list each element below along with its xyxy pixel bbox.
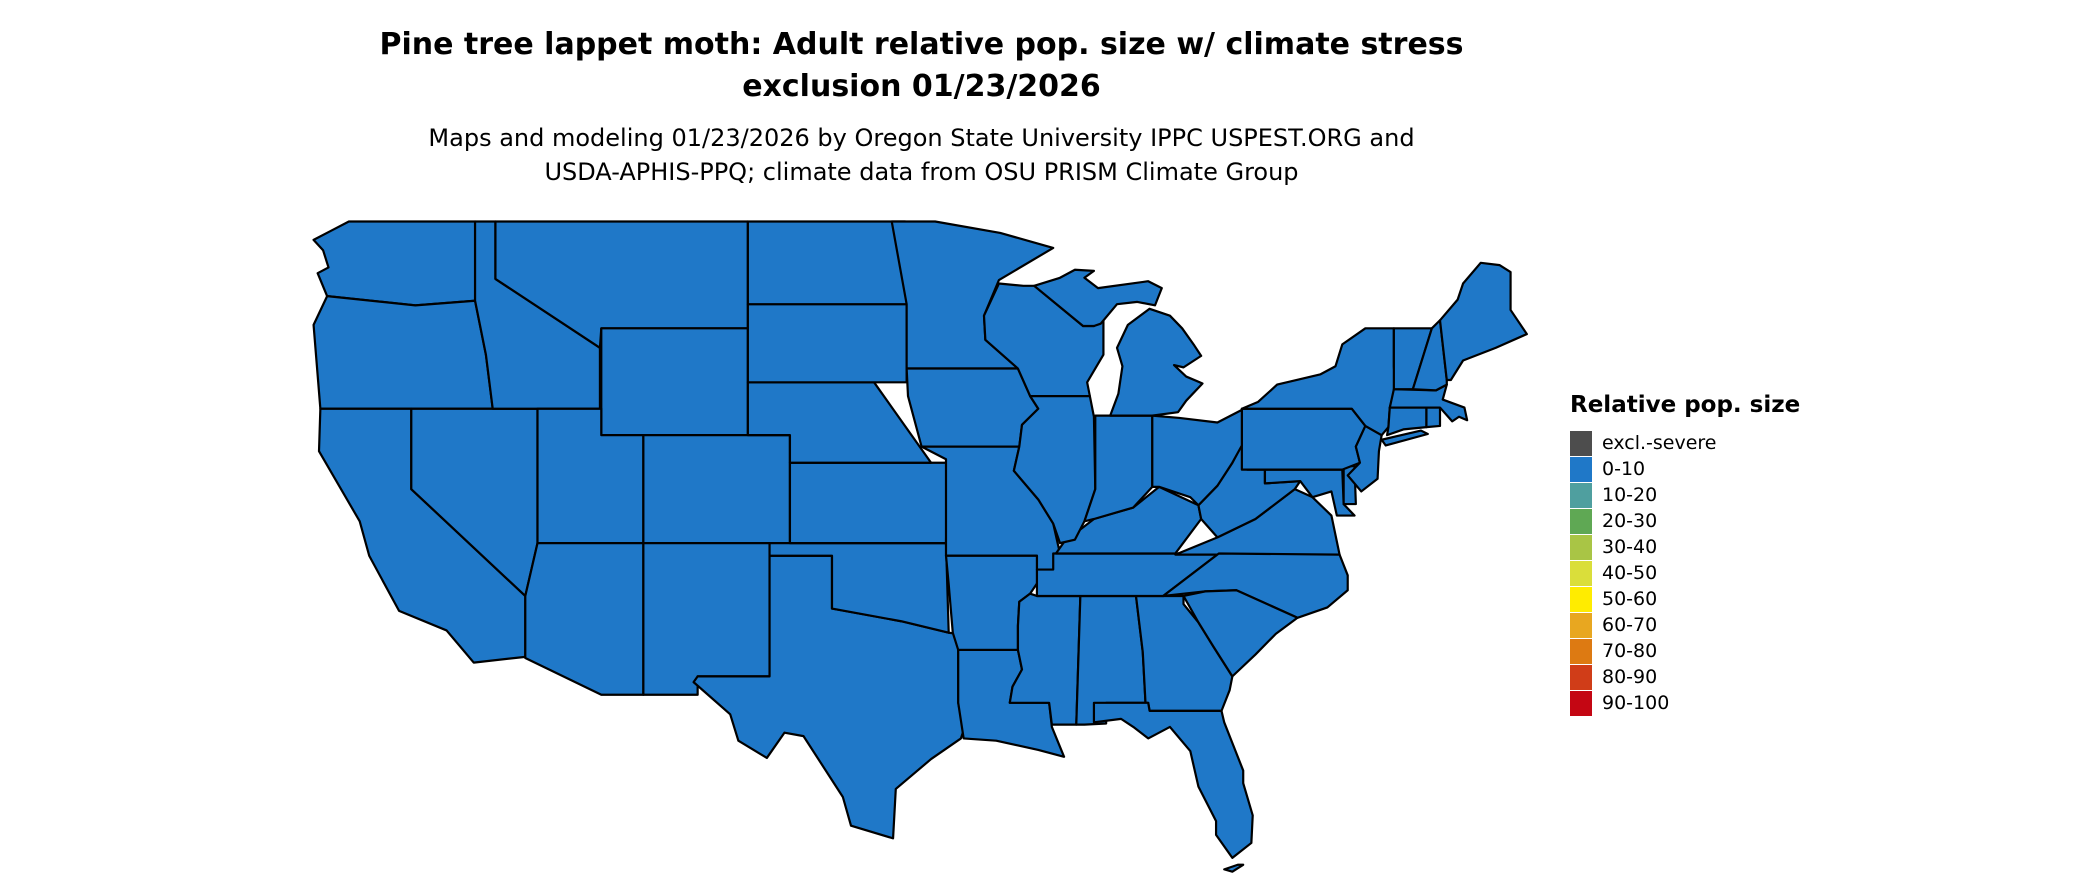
state-michigan-lower (1110, 309, 1202, 416)
legend-label: 50-60 (1602, 587, 1658, 610)
legend-item: 60-70 (1570, 612, 1870, 638)
state-ohio (1152, 410, 1242, 505)
state-maine (1440, 263, 1527, 380)
state-rhode-island (1426, 408, 1440, 428)
legend-items: excl.-severe 0-10 10-20 20-30 30-40 40-50 50-6… (1570, 430, 1870, 716)
legend-swatch (1570, 638, 1592, 664)
legend-item: 50-60 (1570, 586, 1870, 612)
subtitle-line-1: Maps and modeling 01/23/2026 by Oregon S… (428, 124, 1415, 152)
legend-item: excl.-severe (1570, 430, 1870, 456)
legend-label: 40-50 (1602, 561, 1658, 584)
legend-item: 20-30 (1570, 508, 1870, 534)
legend-swatch (1570, 534, 1592, 560)
legend-label: 0-10 (1602, 457, 1646, 480)
state-arizona (525, 543, 643, 695)
states-group (314, 221, 1527, 871)
legend-swatch (1570, 508, 1592, 534)
legend-swatch (1570, 560, 1592, 586)
legend-swatch (1570, 482, 1592, 508)
legend-swatch (1570, 612, 1592, 638)
us-choropleth-map (300, 210, 1535, 882)
us-map-svg (300, 210, 1535, 882)
state-kansas (790, 463, 947, 543)
legend-item: 80-90 (1570, 664, 1870, 690)
state-florida-keys (1224, 865, 1243, 872)
legend-label: 10-20 (1602, 483, 1658, 506)
state-south-dakota (748, 304, 907, 382)
state-michigan-upper (1034, 270, 1162, 326)
legend-item: 30-40 (1570, 534, 1870, 560)
state-wyoming (601, 328, 748, 435)
state-new-mexico (643, 543, 769, 695)
legend-swatch (1570, 456, 1592, 482)
state-north-carolina (1163, 553, 1348, 617)
state-washington (314, 221, 475, 305)
header: Pine tree lappet moth: Adult relative po… (0, 24, 1843, 189)
legend-swatch (1570, 690, 1592, 716)
subtitle-line-2: USDA-APHIS-PPQ; climate data from OSU PR… (544, 157, 1299, 186)
legend-label: excl.-severe (1602, 431, 1717, 454)
state-florida (1094, 703, 1253, 858)
legend-item: 0-10 (1570, 456, 1870, 482)
state-north-dakota (748, 221, 907, 304)
legend-label: 80-90 (1602, 665, 1658, 688)
state-iowa (907, 369, 1039, 447)
legend-label: 20-30 (1602, 509, 1658, 532)
legend-swatch (1570, 586, 1592, 612)
legend-swatch (1570, 430, 1592, 456)
legend-item: 90-100 (1570, 690, 1870, 716)
title-line-2: exclusion 01/23/2026 (742, 69, 1101, 104)
legend-swatch (1570, 664, 1592, 690)
legend-label: 60-70 (1602, 613, 1658, 636)
state-pennsylvania (1242, 409, 1366, 470)
legend-item: 40-50 (1570, 560, 1870, 586)
title-line-1: Pine tree lappet moth: Adult relative po… (379, 27, 1464, 62)
state-oregon (314, 296, 493, 409)
legend-label: 30-40 (1602, 535, 1658, 558)
page-subtitle: Maps and modeling 01/23/2026 by Oregon S… (0, 122, 1843, 189)
state-new-jersey (1348, 426, 1382, 491)
state-colorado (643, 435, 790, 543)
page-title: Pine tree lappet moth: Adult relative po… (0, 24, 1843, 108)
state-south-carolina (1184, 590, 1298, 676)
legend-item: 10-20 (1570, 482, 1870, 508)
legend-label: 70-80 (1602, 639, 1658, 662)
legend-item: 70-80 (1570, 638, 1870, 664)
legend-label: 90-100 (1602, 691, 1670, 714)
state-new-york-long-island (1382, 431, 1428, 446)
legend: Relative pop. size excl.-severe 0-10 10-20… (1570, 392, 1870, 716)
legend-title: Relative pop. size (1570, 392, 1801, 418)
